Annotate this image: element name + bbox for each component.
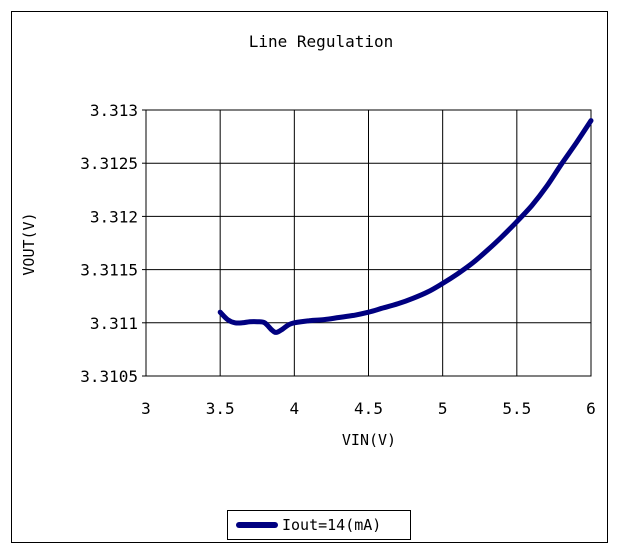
chart-frame — [11, 11, 608, 543]
x-tick-label: 5.5 — [502, 399, 531, 418]
x-tick-label: 3.5 — [206, 399, 235, 418]
y-tick-label: 3.3105 — [80, 367, 138, 386]
x-tick-label: 6 — [586, 399, 596, 418]
y-tick-label: 3.311 — [90, 314, 138, 333]
series-line — [217, 118, 594, 335]
x-tick-label: 5 — [438, 399, 448, 418]
x-axis-label: VIN(V) — [342, 431, 396, 449]
x-tick-label: 4.5 — [354, 399, 383, 418]
chart-title: Line Regulation — [249, 32, 394, 51]
legend: Iout=14(mA) — [227, 510, 411, 540]
y-tick-label: 3.313 — [90, 101, 138, 120]
y-tick-label: 3.3115 — [80, 261, 138, 280]
legend-entry: Iout=14(mA) — [282, 516, 382, 534]
x-tick-label: 3 — [141, 399, 151, 418]
legend-swatch — [236, 522, 278, 528]
y-tick-label: 3.312 — [90, 207, 138, 226]
y-axis-label: VOUT(V) — [20, 212, 38, 275]
x-tick-label: 4 — [290, 399, 300, 418]
y-tick-label: 3.3125 — [80, 154, 138, 173]
